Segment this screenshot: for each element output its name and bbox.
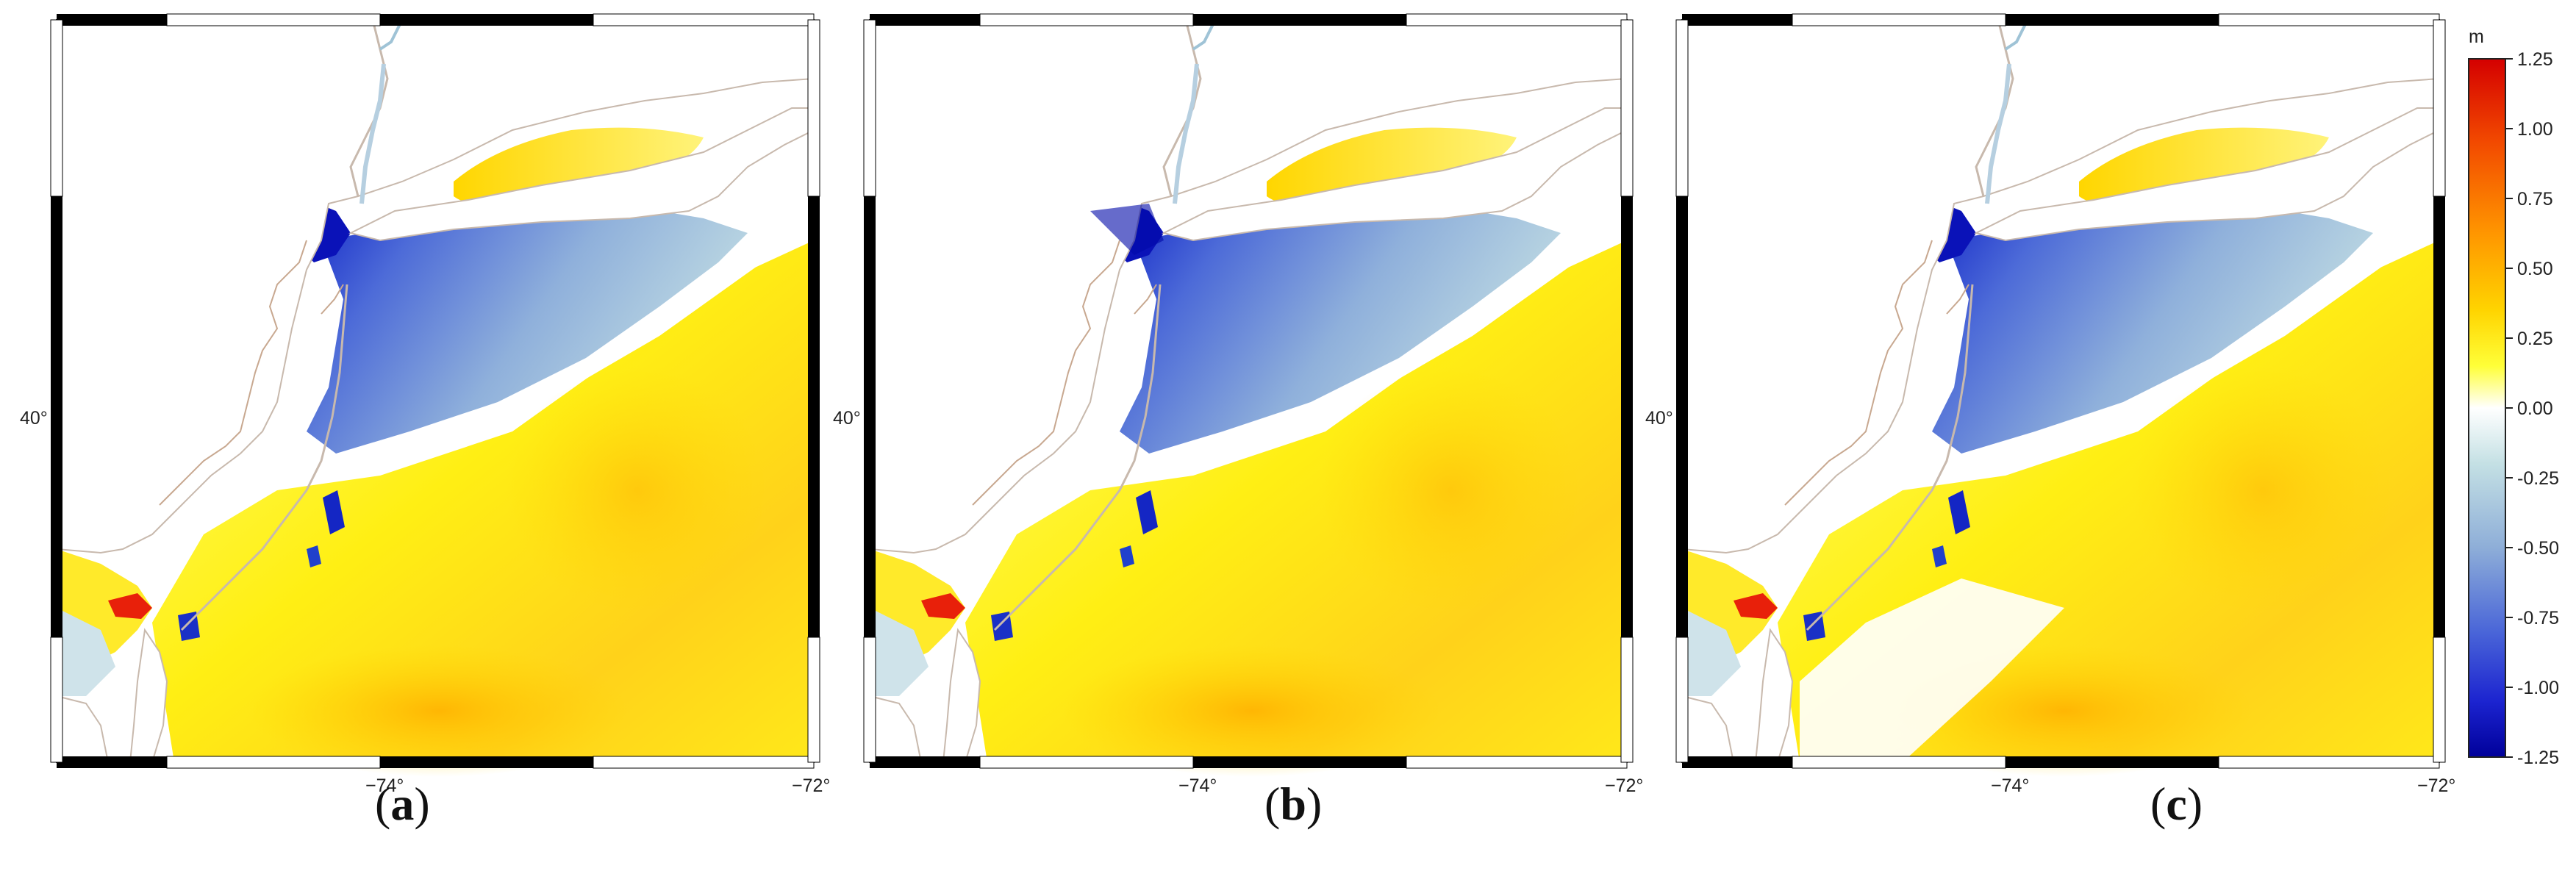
colorbar-tick-label: -1.00 <box>2517 678 2559 698</box>
panel-a: 40° −74° −72° <box>20 13 830 796</box>
map-border-ticks <box>50 13 820 769</box>
colorbar: m 1.25 1.00 0.75 0.50 0.25 0.00 -0.25 -0.50 -0.7… <box>2468 26 2559 768</box>
panel-label-c: (c) <box>2150 778 2203 830</box>
lon-tick-label: −72° <box>1605 775 1643 796</box>
colorbar-tick-label: 0.00 <box>2517 398 2553 419</box>
panel-label-a: (a) <box>375 778 430 830</box>
colorbar-tick-label: 1.00 <box>2517 119 2553 140</box>
panel-b: 40° −74° −72° <box>833 13 1643 796</box>
lon-tick-label: −74° <box>1178 775 1217 796</box>
colorbar-tick-label: 0.75 <box>2517 189 2553 209</box>
colorbar-ticks: 1.25 1.00 0.75 0.50 0.25 0.00 -0.25 -0.50 -0.75 -… <box>2505 49 2559 768</box>
lat-tick-label: 40° <box>20 408 48 429</box>
colorbar-unit: m <box>2469 26 2484 47</box>
colorbar-tick-label: 0.50 <box>2517 259 2553 279</box>
map-border-ticks <box>1675 13 2446 769</box>
colorbar-tick-label: -0.25 <box>2517 468 2559 489</box>
lat-tick-label: 40° <box>1645 408 1673 429</box>
colorbar-tick-label: -1.25 <box>2517 748 2559 768</box>
colorbar-tick-label: -0.50 <box>2517 538 2559 559</box>
colorbar-tick-label: 1.25 <box>2517 49 2553 70</box>
lon-tick-label: −72° <box>792 775 830 796</box>
colorbar-tick-label: 0.25 <box>2517 329 2553 349</box>
lon-tick-label: −74° <box>1991 775 2029 796</box>
lat-tick-label: 40° <box>833 408 861 429</box>
panel-c: 40° −74° −72° <box>1645 13 2455 796</box>
colorbar-gradient <box>2468 58 2506 758</box>
lon-tick-label: −72° <box>2417 775 2455 796</box>
lon-tick-label: −74° <box>365 775 404 796</box>
map-border-ticks <box>863 13 1634 769</box>
panel-label-b: (b) <box>1264 778 1322 830</box>
colorbar-tick-label: -0.75 <box>2517 608 2559 628</box>
